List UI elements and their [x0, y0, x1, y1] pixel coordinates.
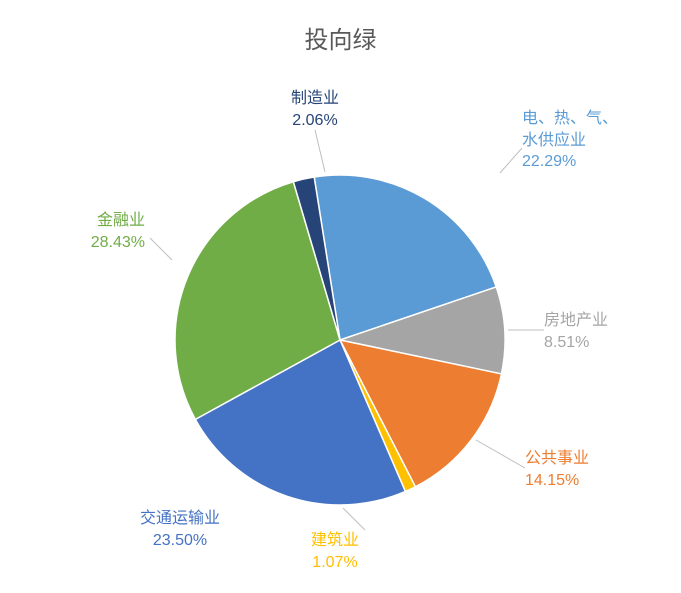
slice-label-pct: 23.50% [140, 530, 220, 552]
slice-label: 电、热、气、水供应业22.29% [522, 108, 618, 173]
slice-label-name: 建筑业 [311, 530, 359, 552]
slice-label-pct: 28.43% [91, 232, 145, 254]
pie-chart-svg [0, 0, 681, 593]
leader-line [476, 440, 525, 468]
slice-label-pct: 14.15% [525, 470, 589, 492]
slice-label-name: 制造业 [291, 88, 339, 110]
slice-label-pct: 1.07% [311, 552, 359, 574]
slice-label: 建筑业1.07% [311, 530, 359, 573]
slice-label: 公共事业14.15% [525, 448, 589, 491]
slice-label-name: 交通运输业 [140, 508, 220, 530]
slice-label-name: 公共事业 [525, 448, 589, 470]
slice-label: 金融业28.43% [91, 210, 145, 253]
pie-chart-container: 投向绿 电、热、气、水供应业22.29% 房地产业8.51% 公共事业14.15% 建… [0, 0, 681, 593]
chart-title: 投向绿 [0, 20, 681, 55]
slice-label-name: 电、热、气、水供应业 [522, 108, 618, 151]
slice-label-pct: 2.06% [291, 110, 339, 132]
slice-label: 制造业2.06% [291, 88, 339, 131]
leader-line [500, 148, 522, 173]
leader-line [315, 130, 325, 172]
leader-line [150, 238, 172, 260]
slice-label-pct: 8.51% [544, 332, 608, 354]
slice-label-pct: 22.29% [522, 151, 618, 173]
slice-label: 交通运输业23.50% [140, 508, 220, 551]
slice-label: 房地产业8.51% [544, 310, 608, 353]
slice-label-name: 金融业 [91, 210, 145, 232]
leader-line [343, 508, 365, 530]
slice-label-name: 房地产业 [544, 310, 608, 332]
